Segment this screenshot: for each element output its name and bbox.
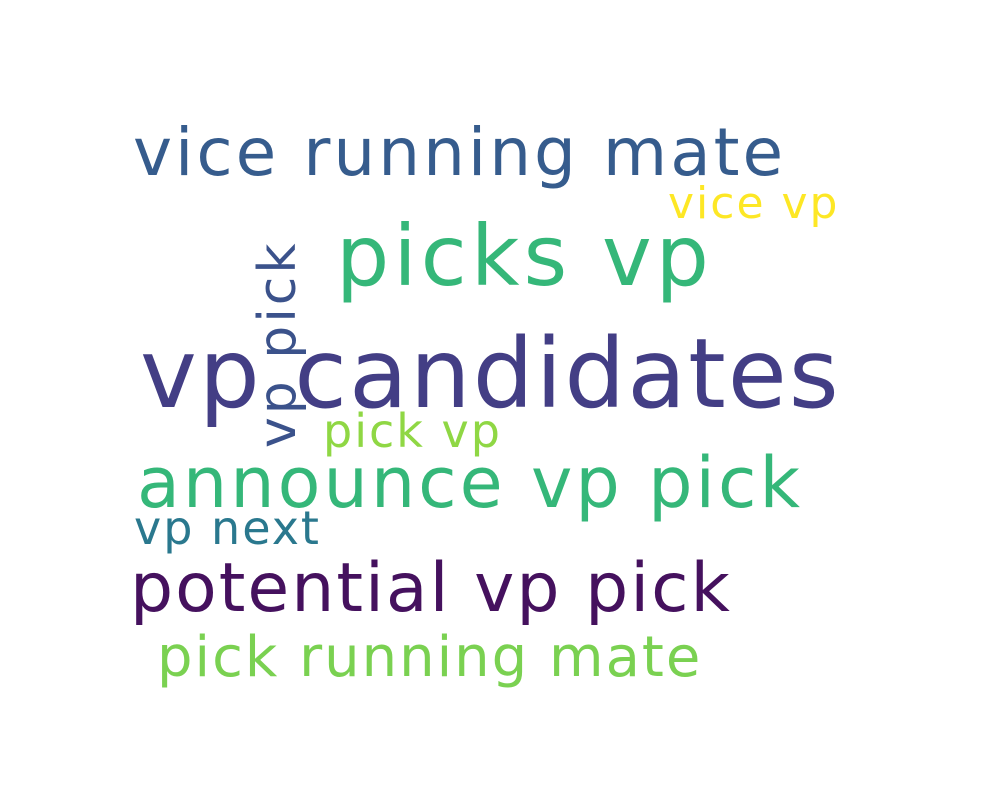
phrase-announce-vp-pick: announce vp pick bbox=[137, 442, 804, 524]
phrase-vice-vp: vice vp bbox=[668, 178, 840, 229]
phrase-pick-vp: pick vp bbox=[323, 404, 502, 458]
phrase-pick-running-mate: pick running mate bbox=[157, 625, 703, 690]
phrase-picks-vp: picks vp bbox=[336, 207, 713, 305]
phrase-vice-running-mate: vice running mate bbox=[133, 114, 787, 191]
phrase-vp-next: vp next bbox=[134, 501, 321, 555]
phrase-vp-candidates: vp candidates bbox=[140, 318, 841, 430]
phrase-potential-vp-pick: potential vp pick bbox=[130, 549, 732, 628]
